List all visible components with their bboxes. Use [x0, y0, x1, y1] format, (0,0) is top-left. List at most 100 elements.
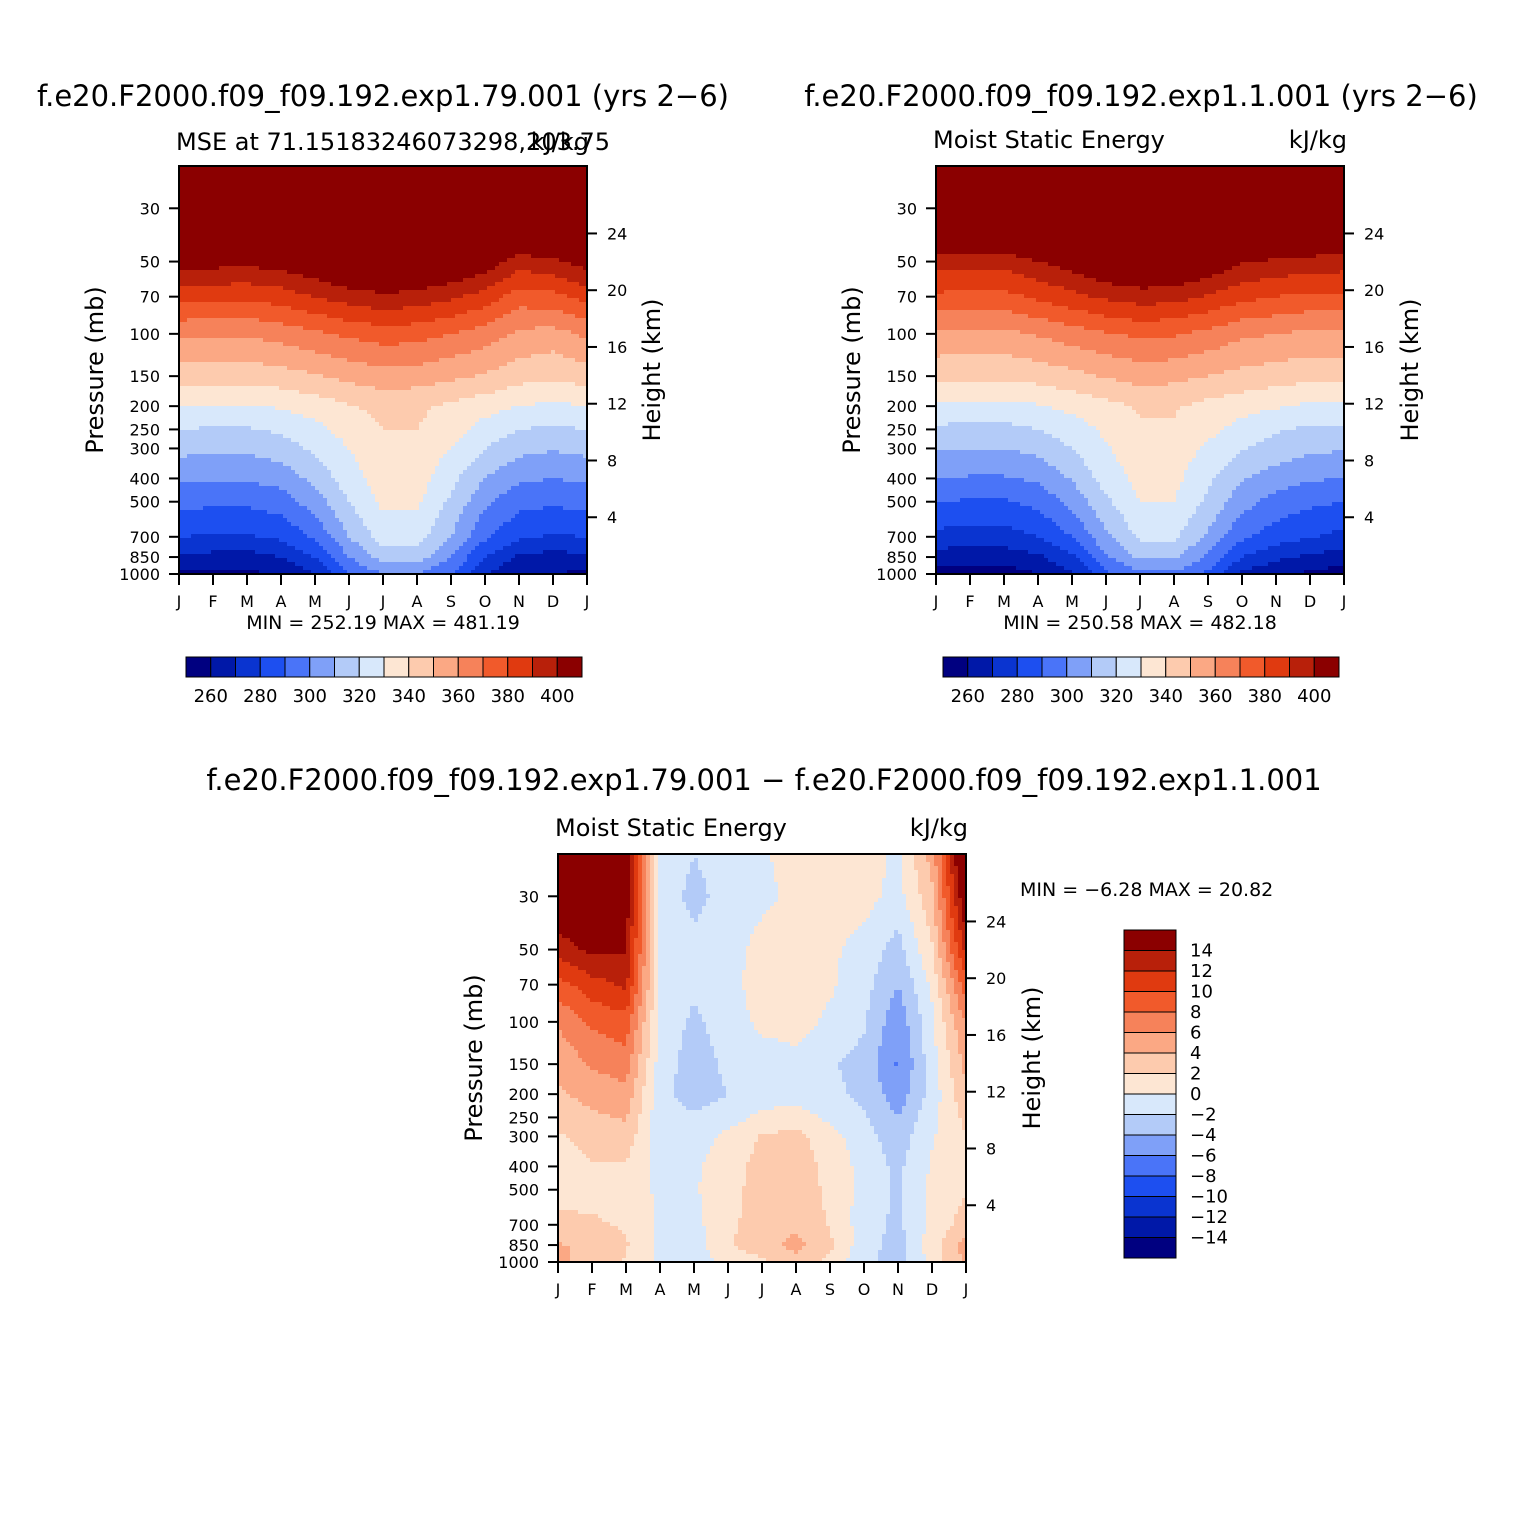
contour-cell: [531, 190, 536, 195]
contour-cell: [315, 194, 320, 199]
contour-cell: [435, 170, 440, 175]
contour-cell: [335, 170, 340, 175]
contour-cell: [395, 202, 400, 207]
contour-cell: [415, 202, 420, 207]
contour-cell: [331, 194, 336, 199]
contour-cell: [571, 186, 576, 191]
contour-cell: [255, 186, 260, 191]
contour-cell: [223, 170, 228, 175]
contour-cell: [443, 202, 448, 207]
contour-cell: [479, 178, 484, 183]
contour-cell: [339, 210, 344, 215]
contour-cell: [483, 182, 488, 187]
contour-cell: [303, 210, 308, 215]
contour-cell: [199, 194, 204, 199]
contour-cell: [443, 178, 448, 183]
contour-cell: [211, 178, 216, 183]
contour-cell: [275, 178, 280, 183]
contour-cell: [563, 174, 568, 179]
contour-cell: [459, 170, 464, 175]
contour-cell: [407, 206, 412, 211]
contour-cell: [339, 206, 344, 211]
contour-cell: [183, 206, 188, 211]
contour-cell: [219, 194, 224, 199]
contour-cell: [395, 214, 400, 219]
contour-cell: [303, 182, 308, 187]
contour-cell: [231, 214, 236, 219]
contour-cell: [427, 218, 432, 223]
contour-cell: [463, 210, 468, 215]
contour-cell: [515, 194, 520, 199]
contour-cell: [343, 218, 348, 223]
contour-cell: [535, 182, 540, 187]
contour-cell: [499, 178, 504, 183]
contour-cell: [507, 174, 512, 179]
contour-cell: [555, 178, 560, 183]
contour-cell: [551, 206, 556, 211]
contour-cell: [507, 198, 512, 203]
contour-cell: [511, 182, 516, 187]
contour-cell: [307, 190, 312, 195]
contour-cell: [375, 218, 380, 223]
contour-cell: [559, 178, 564, 183]
contour-cell: [435, 202, 440, 207]
contour-cell: [203, 218, 208, 223]
contour-cell: [399, 206, 404, 211]
contour-cell: [203, 174, 208, 179]
contour-cell: [271, 218, 276, 223]
contour-cell: [479, 190, 484, 195]
contour-cell: [575, 174, 580, 179]
contour-cell: [251, 198, 256, 203]
contour-cell: [567, 198, 572, 203]
contour-cell: [203, 202, 208, 207]
contour-cell: [255, 198, 260, 203]
contour-cell: [203, 170, 208, 175]
contour-cell: [307, 170, 312, 175]
contour-cell: [183, 174, 188, 179]
contour-cell: [483, 218, 488, 223]
contour-cell: [363, 182, 368, 187]
contour-cell: [207, 198, 212, 203]
contour-cell: [435, 214, 440, 219]
contour-cell: [515, 170, 520, 175]
contour-cell: [575, 170, 580, 175]
contour-cell: [215, 210, 220, 215]
contour-cell: [371, 174, 376, 179]
contour-cell: [563, 202, 568, 207]
contour-cell: [383, 182, 388, 187]
contour-cell: [379, 202, 384, 207]
contour-cell: [483, 202, 488, 207]
contour-cell: [359, 190, 364, 195]
contour-cell: [559, 174, 564, 179]
contour-cell: [471, 218, 476, 223]
contour-cell: [467, 178, 472, 183]
contour-cell: [375, 178, 380, 183]
contour-cell: [303, 170, 308, 175]
contour-cell: [207, 218, 212, 223]
contour-cell: [307, 178, 312, 183]
contour-cell: [499, 218, 504, 223]
contour-cell: [491, 202, 496, 207]
contour-cell: [291, 202, 296, 207]
contour-cell: [375, 198, 380, 203]
contour-cell: [379, 194, 384, 199]
contour-cell: [399, 190, 404, 195]
contour-cell: [319, 198, 324, 203]
contour-cell: [543, 186, 548, 191]
contour-cell: [271, 190, 276, 195]
contour-cell: [523, 170, 528, 175]
contour-cell: [227, 170, 232, 175]
contour-cell: [191, 214, 196, 219]
contour-cell: [543, 210, 548, 215]
contour-cell: [339, 214, 344, 219]
panel-1-contour-field: [179, 166, 588, 575]
contour-cell: [411, 186, 416, 191]
contour-cell: [515, 198, 520, 203]
contour-cell: [539, 210, 544, 215]
contour-cell: [407, 190, 412, 195]
contour-cell: [231, 190, 236, 195]
contour-cell: [563, 178, 568, 183]
contour-cell: [403, 198, 408, 203]
contour-cell: [375, 210, 380, 215]
contour-cell: [291, 218, 296, 223]
